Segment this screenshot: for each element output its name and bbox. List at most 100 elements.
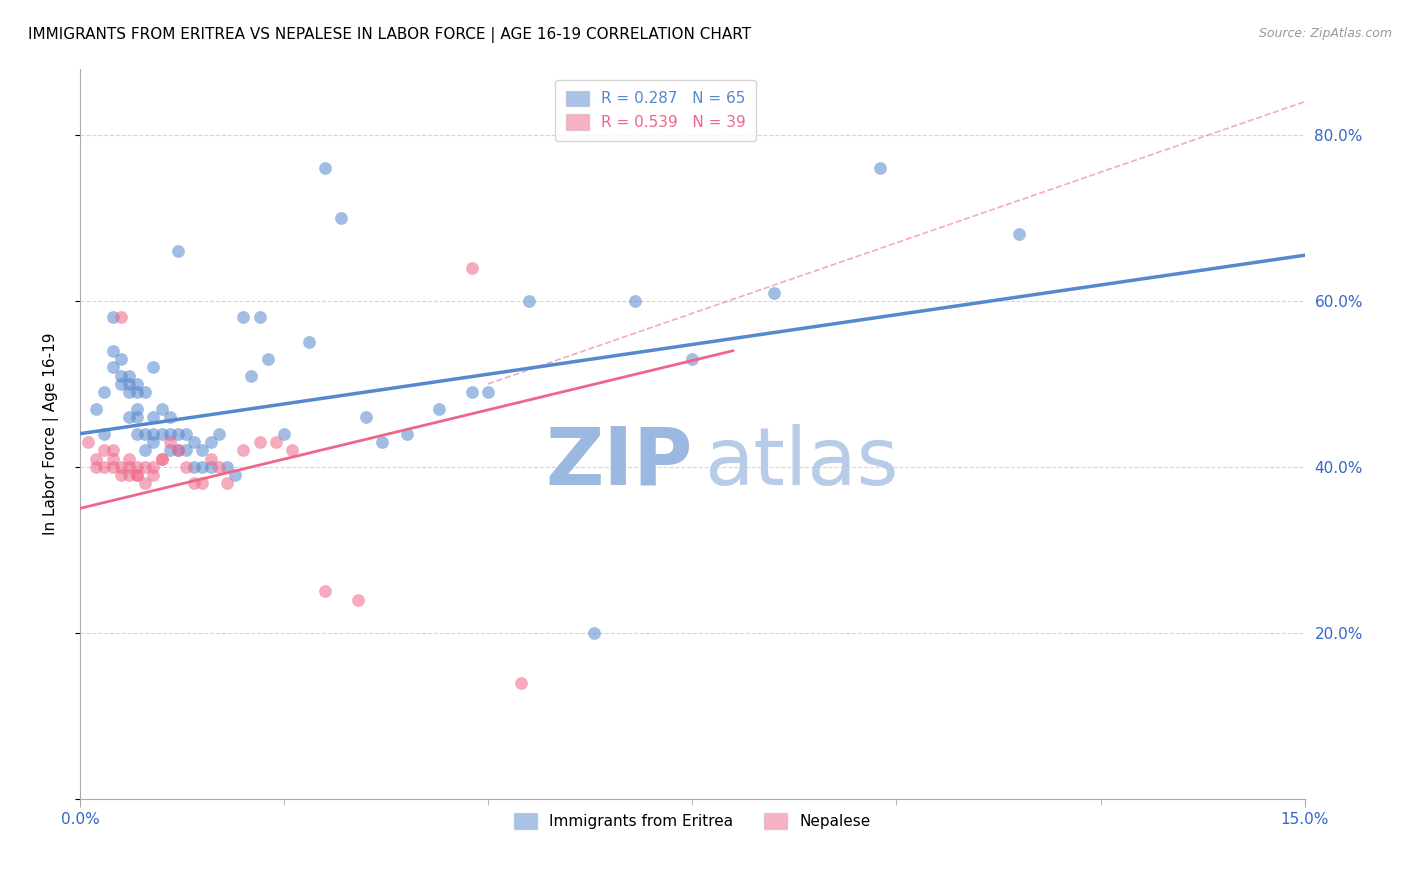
Point	[142, 410, 165, 425]
Point	[118, 468, 141, 483]
Point	[1008, 227, 1031, 242]
Point	[215, 476, 238, 491]
Point	[183, 459, 205, 474]
Point	[232, 310, 254, 325]
Point	[167, 443, 190, 458]
Point	[118, 385, 141, 400]
Point	[869, 161, 891, 175]
Point	[461, 385, 484, 400]
Point	[93, 426, 115, 441]
Point	[200, 434, 222, 449]
Point	[200, 451, 222, 466]
Point	[142, 434, 165, 449]
Point	[110, 376, 132, 391]
Point	[150, 426, 173, 441]
Point	[84, 451, 107, 466]
Point	[127, 468, 149, 483]
Point	[93, 459, 115, 474]
Point	[427, 401, 450, 416]
Point	[127, 426, 149, 441]
Point	[110, 368, 132, 383]
Point	[77, 434, 100, 449]
Point	[461, 260, 484, 275]
Point	[118, 459, 141, 474]
Point	[118, 451, 141, 466]
Point	[127, 385, 149, 400]
Point	[127, 401, 149, 416]
Point	[240, 368, 263, 383]
Point	[134, 443, 156, 458]
Point	[127, 410, 149, 425]
Point	[101, 360, 124, 375]
Point	[93, 443, 115, 458]
Point	[297, 335, 319, 350]
Point	[142, 360, 165, 375]
Point	[101, 310, 124, 325]
Point	[174, 426, 197, 441]
Point	[232, 443, 254, 458]
Point	[191, 443, 214, 458]
Point	[142, 459, 165, 474]
Point	[371, 434, 394, 449]
Point	[167, 426, 190, 441]
Point	[101, 451, 124, 466]
Point	[208, 459, 231, 474]
Point	[142, 468, 165, 483]
Point	[249, 310, 271, 325]
Point	[330, 211, 353, 225]
Point	[127, 459, 149, 474]
Text: ZIP: ZIP	[546, 424, 692, 502]
Point	[150, 401, 173, 416]
Point	[110, 459, 132, 474]
Point	[127, 376, 149, 391]
Legend: Immigrants from Eritrea, Nepalese: Immigrants from Eritrea, Nepalese	[508, 806, 876, 835]
Point	[273, 426, 295, 441]
Point	[167, 443, 190, 458]
Point	[174, 443, 197, 458]
Point	[110, 468, 132, 483]
Point	[249, 434, 271, 449]
Point	[191, 476, 214, 491]
Point	[118, 376, 141, 391]
Point	[681, 351, 703, 366]
Point	[256, 351, 278, 366]
Point	[118, 368, 141, 383]
Point	[118, 410, 141, 425]
Point	[84, 459, 107, 474]
Point	[224, 468, 246, 483]
Y-axis label: In Labor Force | Age 16-19: In Labor Force | Age 16-19	[44, 333, 59, 535]
Text: atlas: atlas	[704, 424, 898, 502]
Point	[174, 459, 197, 474]
Point	[159, 410, 181, 425]
Point	[395, 426, 418, 441]
Point	[101, 443, 124, 458]
Point	[167, 244, 190, 258]
Point	[517, 293, 540, 308]
Point	[762, 285, 785, 300]
Point	[93, 385, 115, 400]
Point	[159, 434, 181, 449]
Point	[200, 459, 222, 474]
Point	[134, 476, 156, 491]
Text: IMMIGRANTS FROM ERITREA VS NEPALESE IN LABOR FORCE | AGE 16-19 CORRELATION CHART: IMMIGRANTS FROM ERITREA VS NEPALESE IN L…	[28, 27, 751, 43]
Point	[281, 443, 304, 458]
Point	[215, 459, 238, 474]
Point	[583, 625, 606, 640]
Point	[264, 434, 287, 449]
Point	[183, 476, 205, 491]
Point	[509, 675, 531, 690]
Point	[110, 310, 132, 325]
Point	[354, 410, 377, 425]
Point	[150, 451, 173, 466]
Point	[134, 426, 156, 441]
Point	[127, 468, 149, 483]
Point	[346, 592, 368, 607]
Point	[159, 426, 181, 441]
Point	[191, 459, 214, 474]
Point	[314, 161, 336, 175]
Point	[477, 385, 499, 400]
Point	[101, 343, 124, 358]
Point	[142, 426, 165, 441]
Text: Source: ZipAtlas.com: Source: ZipAtlas.com	[1258, 27, 1392, 40]
Point	[134, 459, 156, 474]
